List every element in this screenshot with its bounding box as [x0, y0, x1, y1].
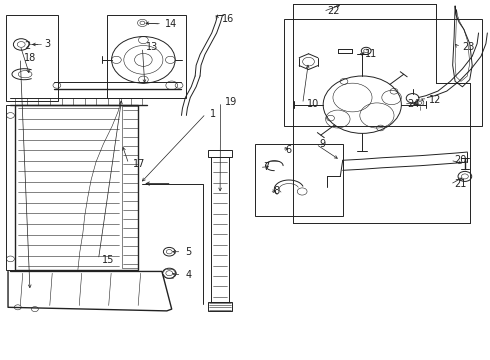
Bar	[255, 144, 343, 216]
Text: 1: 1	[210, 109, 216, 119]
Bar	[122, 107, 139, 268]
Bar	[208, 302, 232, 311]
Text: 11: 11	[365, 49, 377, 59]
Text: 6: 6	[286, 144, 292, 154]
Bar	[5, 15, 58, 101]
Text: 10: 10	[307, 99, 319, 109]
Text: 17: 17	[133, 159, 145, 169]
Text: 21: 21	[454, 179, 466, 189]
Bar	[211, 157, 229, 302]
Text: 5: 5	[185, 247, 192, 257]
Text: 19: 19	[224, 97, 237, 107]
Text: 24: 24	[408, 99, 420, 109]
Text: 4: 4	[185, 270, 192, 280]
Bar	[5, 105, 15, 270]
Text: 9: 9	[320, 139, 326, 149]
Text: 14: 14	[165, 19, 177, 29]
Text: 15: 15	[102, 255, 115, 265]
Text: 22: 22	[327, 6, 340, 17]
Text: 13: 13	[147, 42, 159, 52]
Text: 2: 2	[24, 41, 30, 50]
Text: 3: 3	[45, 40, 51, 49]
Text: 12: 12	[429, 95, 441, 105]
Bar	[15, 105, 138, 270]
Text: 8: 8	[273, 186, 279, 197]
Text: 20: 20	[454, 155, 466, 165]
Bar	[107, 15, 186, 98]
Text: 23: 23	[462, 42, 474, 52]
Text: 18: 18	[24, 53, 36, 63]
Bar	[208, 149, 232, 157]
Text: 7: 7	[264, 162, 270, 172]
Bar	[284, 19, 482, 126]
Text: 16: 16	[222, 14, 234, 24]
